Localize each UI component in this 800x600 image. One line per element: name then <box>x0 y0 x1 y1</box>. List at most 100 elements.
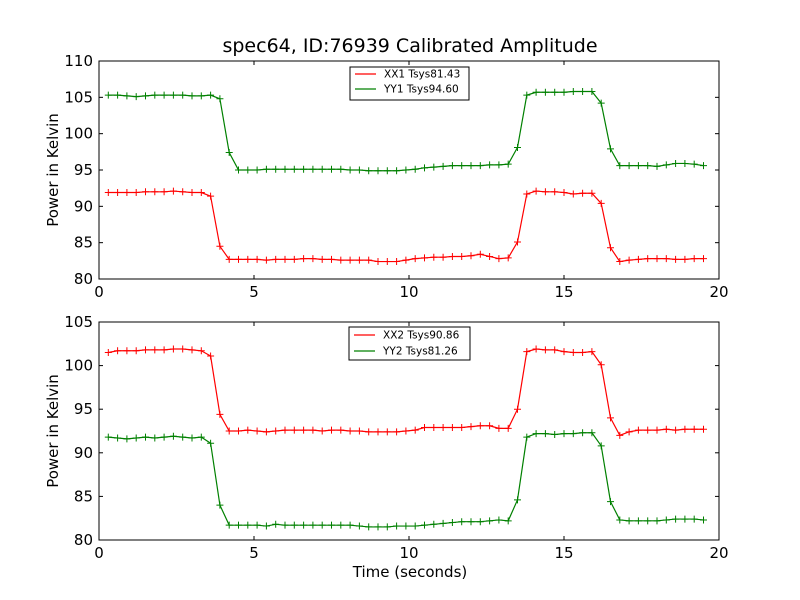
bottom-series-xx2-point <box>272 427 280 435</box>
top-y-tick-label: 90 <box>74 197 93 215</box>
bottom-series-xx2-point <box>132 347 140 355</box>
bottom-series-yy2-point <box>569 430 577 438</box>
bottom-series-yy2 <box>104 429 707 531</box>
bottom-series-yy2-point <box>532 430 540 438</box>
top-series-xx1-point <box>458 252 466 260</box>
top-series-yy1-point <box>244 166 252 174</box>
top-y-tick-label: 110 <box>64 52 93 70</box>
bottom-series-xx2-point <box>197 347 205 355</box>
bottom-series-yy2-point <box>467 518 475 526</box>
bottom-series-xx2-point <box>672 426 680 434</box>
top-y-axis-label: Power in Kelvin <box>44 113 62 227</box>
bottom-series-xx2-point <box>355 427 363 435</box>
top-x-tick-label: 20 <box>709 283 728 301</box>
top-y-tick-label: 85 <box>74 234 93 252</box>
top-series-yy1-point <box>272 165 280 173</box>
bottom-series-yy2-point <box>207 439 215 447</box>
top-series-xx1-point <box>625 256 633 264</box>
bottom-series-yy2-point <box>169 432 177 440</box>
bottom-series-yy2-point <box>421 521 428 529</box>
top-series-xx1-point <box>365 256 373 264</box>
top-series-yy1-point <box>123 92 131 100</box>
bottom-series-xx2-point <box>300 426 308 434</box>
bottom-series-yy2-point <box>114 434 122 442</box>
top-series-yy1-point <box>495 161 503 169</box>
bottom-series-yy2-point <box>179 433 187 441</box>
top-y-tick-label: 95 <box>74 161 93 179</box>
bottom-series-yy2-point <box>486 517 494 525</box>
bottom-series-xx2-point <box>262 428 270 436</box>
top-legend-yy1-label: YY1 Tsys94.60 <box>383 84 459 96</box>
bottom-series-yy2-point <box>216 501 224 509</box>
top-series-yy1-point <box>467 162 475 170</box>
top-series-xx1-point <box>672 255 680 263</box>
top-series-yy1-point <box>681 159 689 167</box>
bottom-series-xx2-point <box>179 345 187 353</box>
top-series-xx1-point <box>216 242 224 250</box>
top-series-yy1-point <box>662 161 670 169</box>
top-series-yy1-point <box>262 165 270 173</box>
top-series-yy1-point <box>160 91 168 99</box>
top-series-xx1-point <box>597 199 605 207</box>
bottom-series-yy2-point <box>365 523 373 531</box>
top-series-yy1-point <box>365 167 373 175</box>
top-series-xx1-point <box>486 252 494 260</box>
bottom-series-yy2-point <box>634 517 642 525</box>
bottom-series-yy2-point <box>151 434 159 442</box>
bottom-series-yy2-point <box>104 433 112 441</box>
top-series-yy1 <box>104 88 707 175</box>
bottom-series-yy2-point <box>374 523 382 531</box>
top-series-xx1-point <box>504 254 512 262</box>
top-series-xx1-point <box>541 188 549 196</box>
top-series-yy1-point <box>430 163 438 171</box>
top-series-yy1-point <box>253 166 261 174</box>
bottom-series-xx2-point <box>495 424 503 432</box>
bottom-series-xx2-point <box>560 348 568 356</box>
top-series-xx1-point <box>337 256 345 264</box>
top-series-xx1-point <box>309 255 317 263</box>
bottom-series-xx2-point <box>532 345 540 353</box>
top-series-yy1-point <box>634 162 642 170</box>
bottom-series-xx2-point <box>523 348 531 356</box>
bottom-x-tick-label: 15 <box>554 544 573 562</box>
bottom-series-yy2-point <box>616 516 624 524</box>
bottom-series-yy2-point <box>560 430 568 438</box>
bottom-series-xx2-point <box>690 425 698 433</box>
top-series-yy1-point <box>393 167 401 175</box>
top-series-xx1-point <box>272 255 280 263</box>
bottom-y-axis-label: Power in Kelvin <box>44 374 62 488</box>
top-series-xx1-point <box>569 190 577 198</box>
bottom-series-yy2-point <box>188 434 196 442</box>
top-series-yy1-point <box>616 162 624 170</box>
bottom-series-xx2-point <box>328 426 335 434</box>
top-series-xx1-point <box>225 255 233 263</box>
bottom-series-yy2-point <box>523 433 531 441</box>
bottom-series-yy2-point <box>300 521 308 529</box>
bottom-series-yy2-point <box>430 520 438 528</box>
top-series-yy1-point <box>644 162 652 170</box>
top-series-xx1-point <box>514 238 521 246</box>
bottom-series-xx2-point <box>114 347 122 355</box>
top-series-yy1-point <box>132 93 140 101</box>
bottom-series-xx2-point <box>188 346 196 354</box>
top-series-xx1-point <box>560 189 568 197</box>
bottom-series-yy2-point <box>253 521 261 529</box>
bottom-series-yy2-point <box>197 433 205 441</box>
bottom-series-xx2-point <box>383 428 391 436</box>
bottom-series-yy2-point <box>681 515 689 523</box>
bottom-series-xx2-point <box>579 349 587 357</box>
bottom-series-xx2-point <box>616 431 624 439</box>
bottom-series-xx2-point <box>662 425 670 433</box>
top-series-xx1-point <box>142 188 149 196</box>
top-x-tick-label: 0 <box>94 283 104 301</box>
bottom-series-xx2-point <box>253 427 261 435</box>
bottom-x-tick-label: 0 <box>94 544 104 562</box>
bottom-series-yy2-point <box>597 442 605 450</box>
bottom-series-yy2-point <box>579 429 587 437</box>
bottom-series-xx2-point <box>644 426 652 434</box>
bottom-series-yy2-point <box>328 521 335 529</box>
top-series-yy1-point <box>421 164 428 172</box>
top-series-xx1-point <box>700 255 707 263</box>
top-series-yy1-point <box>309 165 317 173</box>
top-series-yy1-point <box>151 91 159 99</box>
